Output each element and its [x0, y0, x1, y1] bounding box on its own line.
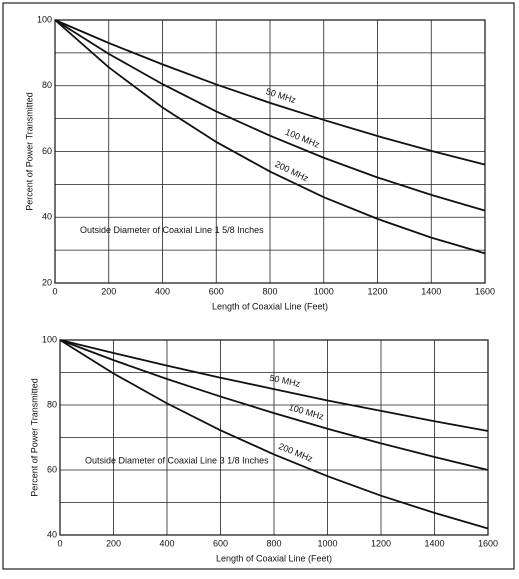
frame	[2, 2, 515, 570]
x-tick-label: 1400	[424, 538, 444, 548]
x-tick-label: 800	[262, 286, 277, 296]
y-axis-title: Percent of Power Transmitted	[24, 92, 34, 211]
x-axis-title: Length of Coaxial Line (Feet)	[216, 553, 332, 563]
x-tick-label: 1000	[317, 538, 337, 548]
annotation: Outside Diameter of Coaxial Line 1 5/8 I…	[80, 225, 264, 235]
series-label: 200 MHz	[277, 441, 315, 464]
x-tick-label: 1000	[314, 286, 334, 296]
series-label: 50 MHz	[269, 373, 302, 389]
y-tick-label: 60	[42, 146, 52, 156]
y-tick-label: 100	[37, 14, 52, 24]
curve	[54, 19, 486, 212]
series-label: 100 MHz	[284, 127, 322, 150]
y-axis-title: Percent of Power Transmitted	[29, 378, 39, 497]
y-tick-label: 40	[42, 212, 52, 222]
y-tick-label: 40	[47, 529, 57, 539]
curve	[54, 19, 486, 255]
x-tick-label: 400	[155, 286, 170, 296]
x-tick-label: 200	[106, 538, 121, 548]
x-tick-label: 0	[52, 286, 57, 296]
x-tick-label: 1600	[478, 538, 498, 548]
y-tick-label: 80	[42, 80, 52, 90]
y-tick-label: 20	[42, 277, 52, 287]
x-tick-label: 600	[213, 538, 228, 548]
y-tick-label: 60	[47, 464, 57, 474]
x-tick-label: 200	[101, 286, 116, 296]
curve	[59, 339, 489, 471]
x-tick-label: 400	[159, 538, 174, 548]
plot-border	[59, 339, 489, 536]
x-tick-label: 1400	[421, 286, 441, 296]
x-tick-label: 0	[57, 538, 62, 548]
y-tick-label: 100	[42, 334, 57, 344]
x-tick-label: 800	[266, 538, 281, 548]
y-tick-label: 80	[47, 399, 57, 409]
plot-border	[54, 19, 486, 284]
curve	[54, 19, 486, 166]
curve	[59, 339, 489, 432]
annotation: Outside Diameter of Coaxial Line 3 1/8 I…	[85, 455, 269, 465]
series-label: 200 MHz	[273, 159, 310, 184]
x-tick-label: 1200	[371, 538, 391, 548]
x-tick-label: 1600	[475, 286, 495, 296]
x-axis-title: Length of Coaxial Line (Feet)	[212, 301, 328, 311]
x-tick-label: 600	[209, 286, 224, 296]
x-tick-label: 1200	[367, 286, 387, 296]
curve	[59, 339, 489, 530]
